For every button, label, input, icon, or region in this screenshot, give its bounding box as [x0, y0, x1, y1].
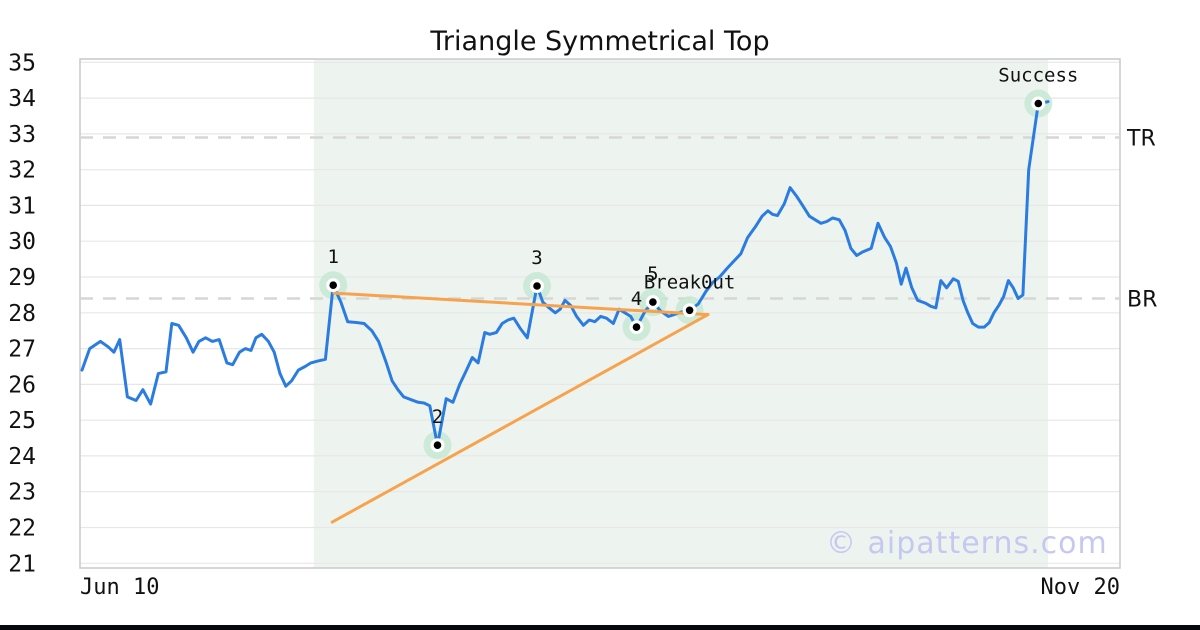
marker-dot	[649, 298, 657, 306]
trendline-upper	[332, 291, 710, 317]
y-tick-label: 24	[8, 444, 36, 470]
annotation-label-4: 4	[631, 288, 642, 310]
price-line	[80, 100, 1050, 447]
marker-dot	[533, 282, 541, 290]
annotation-label-2: 2	[432, 406, 443, 428]
y-tick-label: 27	[8, 337, 36, 363]
y-tick-label: 33	[8, 122, 36, 148]
bottom-accent-bar	[0, 625, 1200, 630]
y-tick-label: 25	[8, 408, 36, 434]
level-label-BR: BR	[1127, 288, 1157, 313]
y-tick-label: 21	[8, 551, 36, 577]
y-tick-label: 31	[8, 193, 36, 219]
chart-title: Triangle Symmetrical Top	[430, 26, 770, 57]
y-tick-label: 26	[8, 372, 36, 398]
annotation-label-Success: Success	[998, 65, 1078, 87]
marker-dot	[329, 281, 338, 290]
y-tick-label: 28	[8, 301, 36, 327]
y-tick-label: 29	[8, 265, 36, 291]
marker-dot	[632, 323, 641, 331]
watermark: © aipatterns.com	[826, 526, 1108, 561]
plot-border	[79, 58, 1121, 569]
annotation-label-3: 3	[531, 247, 542, 269]
marker-dot	[1034, 99, 1043, 108]
y-tick-label: 23	[8, 480, 36, 506]
marker-dot	[685, 306, 694, 315]
x-tick-label-start: Jun 10	[80, 575, 159, 600]
y-tick-label: 22	[8, 516, 36, 542]
y-tick-label: 32	[8, 158, 36, 184]
y-tick-label: 35	[8, 50, 36, 76]
y-tick-label: 30	[8, 229, 36, 255]
marker-dot	[433, 441, 442, 450]
y-tick-label: 34	[8, 86, 36, 112]
x-tick-label-end: Nov 20	[1041, 575, 1120, 600]
annotation-label-5: 5	[647, 263, 658, 285]
trendline-lower	[330, 313, 710, 524]
annotation-label-1: 1	[327, 246, 338, 268]
level-label-TR: TR	[1126, 127, 1156, 152]
annotation-label-Break0ut: Break0ut	[644, 271, 736, 293]
